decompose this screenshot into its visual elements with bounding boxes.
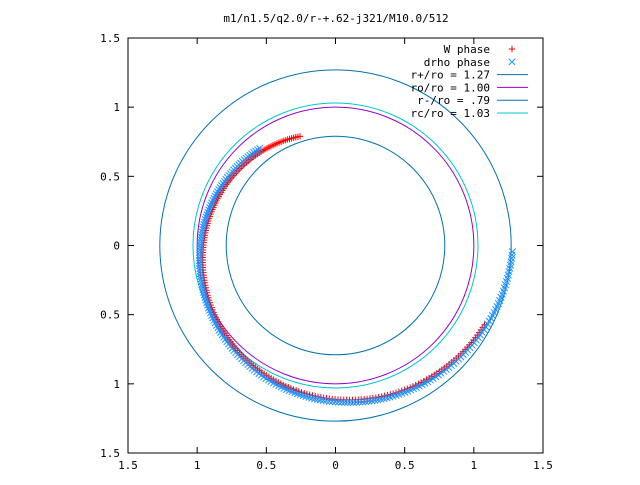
drho-phase-point xyxy=(203,211,211,219)
drho-phase-point xyxy=(316,396,325,404)
drho-phase-point xyxy=(205,306,214,314)
legend-label: W phase xyxy=(444,43,490,56)
drho-phase-point xyxy=(353,398,361,406)
drho-phase-point xyxy=(325,397,333,405)
legend-marker xyxy=(508,45,516,53)
drho-phase-point xyxy=(368,397,376,405)
drho-phase-point xyxy=(196,251,204,259)
drho-phase-point xyxy=(196,259,204,267)
drho-phase-point xyxy=(371,396,379,404)
drho-phase-point xyxy=(203,299,211,307)
drho-phase-point xyxy=(200,291,208,299)
legend-marker xyxy=(508,58,516,66)
y-tick-label: 1.5 xyxy=(100,32,120,45)
x-tick-label: 1.5 xyxy=(533,459,553,472)
legend-label: rc/ro = 1.03 xyxy=(411,107,490,120)
ticks-layer: 1.5 1 0.5 0 0.5 1 1.51.510.500.511.5 xyxy=(100,32,553,472)
drho-phase-point xyxy=(202,296,210,304)
drho-phase-point xyxy=(331,398,339,406)
x-tick-label: 0.5 xyxy=(256,459,276,472)
drho-phase-point xyxy=(210,194,218,202)
drho-phase-point xyxy=(319,396,328,404)
legend-label: r-/ro = .79 xyxy=(417,94,490,107)
drho-phase-point xyxy=(356,398,364,406)
drho-phase-point xyxy=(350,398,358,406)
circle-0 xyxy=(159,69,512,422)
drho-phase-point xyxy=(365,397,373,405)
drho-phase-point xyxy=(201,218,209,226)
drho-phase-point xyxy=(216,183,224,192)
drho-phase-point xyxy=(208,199,216,207)
drho-phase-point xyxy=(195,254,204,262)
drho-phase-point xyxy=(196,262,204,270)
x-tick-label: 1 xyxy=(471,459,478,472)
legend-label: r+/ro = 1.27 xyxy=(411,69,490,82)
drho-phase-point xyxy=(204,304,213,312)
drho-phase-point xyxy=(200,220,208,229)
x-tick-label: 0 xyxy=(332,459,339,472)
drho-phase-point xyxy=(346,398,355,407)
drho-phase-point xyxy=(204,208,212,216)
drho-phase-point xyxy=(256,144,264,153)
drho-phase-point xyxy=(201,215,209,224)
drho-phase-point xyxy=(328,398,336,406)
y-tick-label: 1.5 xyxy=(100,447,120,460)
drho-phase-point xyxy=(212,190,220,198)
circles-layer xyxy=(159,69,512,422)
markers-layer xyxy=(195,133,517,407)
drho-phase-point xyxy=(215,186,223,194)
drho-phase-point xyxy=(362,398,370,406)
y-tick-label: 1 xyxy=(113,101,120,114)
x-tick-label: 1 xyxy=(194,459,201,472)
drho-phase-point xyxy=(201,293,209,302)
w-phase-point xyxy=(296,133,304,140)
y-tick-label: 0 xyxy=(113,240,120,253)
x-tick-label: 0.5 xyxy=(395,459,415,472)
drho-phase-point xyxy=(209,197,217,205)
legend-label: ro/ro = 1.00 xyxy=(411,81,490,94)
y-tick-label: 1 xyxy=(113,378,120,391)
circle-2 xyxy=(225,135,446,356)
drho-phase-point xyxy=(322,397,330,405)
circle-1 xyxy=(196,106,475,385)
drho-phase-point xyxy=(334,398,342,406)
drho-phase-point xyxy=(343,398,352,407)
chart-title: m1/n1.5/q2.0/r-+.62-j321/M10.0/512 xyxy=(223,12,448,25)
drho-phase-point xyxy=(200,288,208,296)
y-tick-label: 0.5 xyxy=(100,170,120,183)
drho-phase-point xyxy=(195,257,204,265)
drho-phase-point xyxy=(314,395,322,403)
drho-phase-point xyxy=(214,188,222,196)
circle-3 xyxy=(192,102,479,389)
drho-phase-point xyxy=(337,398,345,406)
drho-phase-point xyxy=(211,192,219,200)
drho-phase-point xyxy=(340,398,349,406)
legend-label: drho phase xyxy=(424,56,490,69)
drho-phase-point xyxy=(207,201,215,209)
drho-phase-point xyxy=(205,206,213,214)
y-tick-label: 0.5 xyxy=(100,309,120,322)
drho-phase-point xyxy=(359,398,367,406)
drho-phase-point xyxy=(254,146,262,154)
drho-phase-point xyxy=(206,204,214,212)
x-tick-label: 1.5 xyxy=(118,459,138,472)
drho-phase-point xyxy=(204,301,212,309)
drho-phase-point xyxy=(196,264,204,273)
drho-phase-point xyxy=(202,213,210,221)
